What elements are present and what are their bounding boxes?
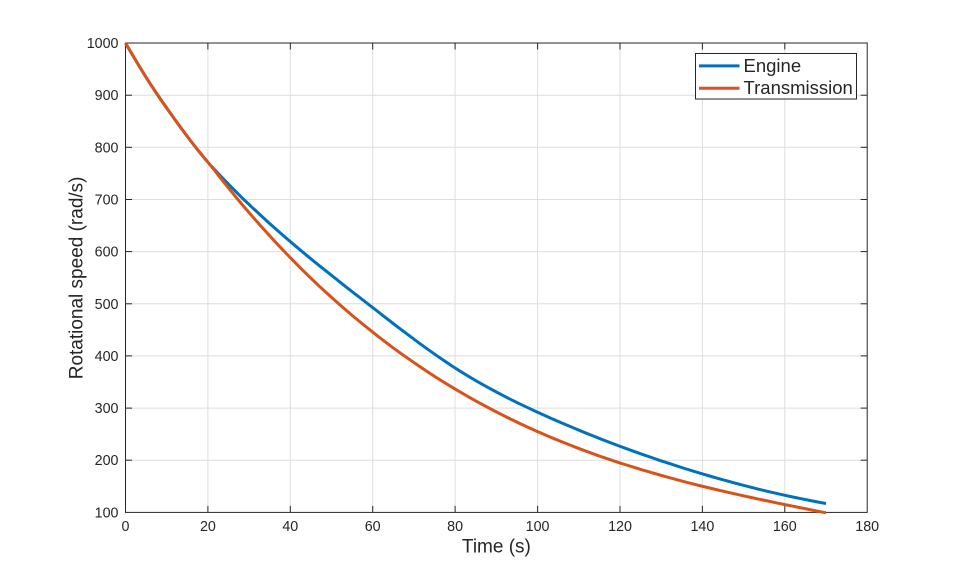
svg-text:300: 300 (95, 401, 119, 417)
svg-text:800: 800 (95, 140, 119, 156)
svg-text:Rotational speed (rad/s): Rotational speed (rad/s) (66, 177, 87, 380)
svg-text:Transmission: Transmission (744, 77, 853, 98)
svg-text:Engine: Engine (744, 55, 802, 76)
svg-text:600: 600 (95, 245, 119, 261)
svg-text:400: 400 (95, 349, 119, 365)
svg-text:160: 160 (773, 519, 797, 535)
svg-text:900: 900 (95, 88, 119, 104)
svg-text:1000: 1000 (87, 36, 119, 52)
svg-text:500: 500 (95, 297, 119, 313)
svg-text:180: 180 (855, 519, 879, 535)
svg-text:40: 40 (282, 519, 298, 535)
svg-text:0: 0 (122, 519, 130, 535)
svg-text:140: 140 (690, 519, 714, 535)
svg-text:80: 80 (447, 519, 463, 535)
svg-text:100: 100 (526, 519, 550, 535)
svg-text:20: 20 (200, 519, 216, 535)
svg-text:120: 120 (608, 519, 632, 535)
svg-text:60: 60 (365, 519, 381, 535)
svg-text:Time (s): Time (s) (462, 537, 531, 558)
svg-text:200: 200 (95, 453, 119, 469)
svg-text:100: 100 (95, 505, 119, 521)
svg-text:700: 700 (95, 193, 119, 209)
